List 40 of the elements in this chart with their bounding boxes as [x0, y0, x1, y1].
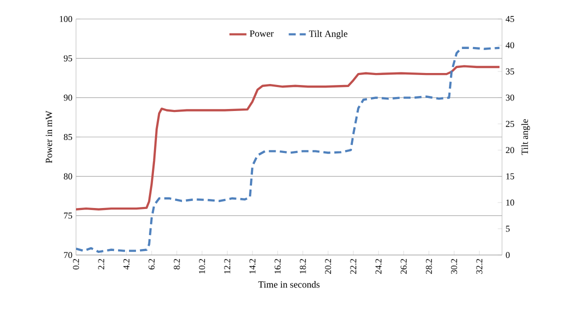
x-tick-label: 26.2	[400, 259, 407, 274]
x-tick-label: 22.2	[350, 259, 356, 274]
y2-tick-label: 5	[506, 226, 510, 232]
y2-tick-label: 10	[506, 200, 514, 206]
x-tick-label: 28.2	[426, 259, 432, 274]
y2-tick-label: 45	[506, 16, 514, 22]
y-tick-label: 70	[64, 252, 72, 258]
y2-tick-label: 35	[506, 68, 514, 74]
x-tick-label: 32.2	[476, 259, 482, 274]
x-tick-label: 0.2	[72, 259, 80, 270]
y2-tick-label: 40	[506, 42, 514, 48]
y-tick-label: 95	[64, 55, 72, 62]
legend-label: Power	[250, 30, 274, 37]
y2-tick-label: 20	[506, 147, 514, 154]
y-tick-label: 85	[64, 134, 72, 140]
line-series	[76, 46, 501, 253]
x-tick-label: 30.2	[451, 259, 458, 274]
y2-axis-title: Tilt angle	[521, 119, 530, 155]
y-tick-label: 80	[64, 173, 72, 180]
x-tick-label: 16.2	[274, 259, 281, 274]
y-tick-label: 90	[64, 94, 72, 101]
x-tick-label: 10.2	[198, 259, 206, 274]
x-tick-label: 4.2	[123, 259, 130, 270]
x-tick-label: 20.2	[325, 259, 332, 274]
x-tick-label: 6.2	[148, 259, 155, 270]
y2-tick-label: 30	[506, 94, 514, 101]
y-tick-label: 100	[60, 16, 72, 22]
x-tick-label: 8.2	[174, 259, 180, 270]
x-tick-label: 12.2	[224, 259, 230, 274]
x-tick-label: 24.2	[375, 259, 382, 274]
legend-label: Tilt Angle	[309, 30, 348, 39]
y2-tick-label: 25	[506, 120, 514, 127]
x-tick-label: 2.2	[98, 259, 104, 270]
y-tick-label: 75	[64, 212, 72, 219]
x-tick-label: 18.2	[300, 259, 306, 274]
y2-tick-label: 0	[506, 252, 510, 258]
y-axis-title: Power in mW	[46, 110, 52, 164]
x-axis-title: Time in seconds	[258, 281, 320, 288]
x-tick-label: 14.2	[249, 259, 256, 274]
y2-tick-label: 15	[506, 173, 514, 180]
